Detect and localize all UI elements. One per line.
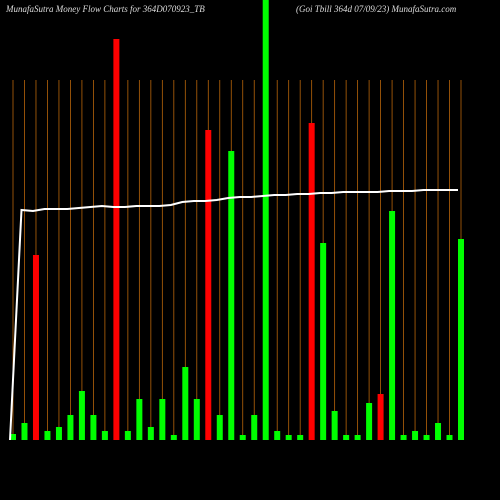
bar: [78, 391, 85, 440]
bar: [446, 435, 453, 440]
bar: [21, 423, 28, 440]
bar: [354, 435, 361, 440]
bar: [343, 435, 350, 440]
chart-subtitle: (Goi Tbill 364d 07/09/23) MunafaSutra.co…: [296, 4, 457, 14]
bar: [239, 435, 246, 440]
bar: [10, 434, 16, 440]
bar: [251, 415, 258, 440]
bar: [193, 399, 200, 440]
bar: [101, 431, 108, 440]
bar: [366, 403, 373, 440]
bar: [32, 255, 39, 440]
bar: [458, 239, 464, 440]
bar: [216, 415, 223, 440]
bar: [262, 0, 269, 440]
bar: [55, 427, 62, 440]
money-flow-line: [9, 189, 458, 441]
bar: [412, 431, 419, 440]
bar: [44, 431, 51, 440]
bar: [377, 394, 384, 440]
bar: [435, 423, 442, 440]
bar: [147, 427, 154, 440]
bar: [136, 399, 143, 440]
bar: [400, 435, 407, 440]
bar: [90, 415, 97, 440]
bar: [320, 243, 327, 440]
bar: [67, 415, 74, 440]
bar: [297, 435, 304, 440]
bar: [423, 435, 430, 440]
bar: [331, 411, 338, 440]
bar: [274, 431, 281, 440]
bar: [308, 123, 315, 440]
bar: [170, 435, 177, 440]
bar: [182, 367, 189, 440]
bar: [124, 431, 131, 440]
bar: [113, 39, 120, 440]
bar: [205, 130, 212, 440]
chart-title: MunafaSutra Money Flow Charts for 364D07…: [5, 4, 205, 14]
bar: [228, 151, 235, 440]
bar: [159, 399, 166, 440]
bar: [285, 435, 292, 440]
bar: [389, 211, 396, 440]
